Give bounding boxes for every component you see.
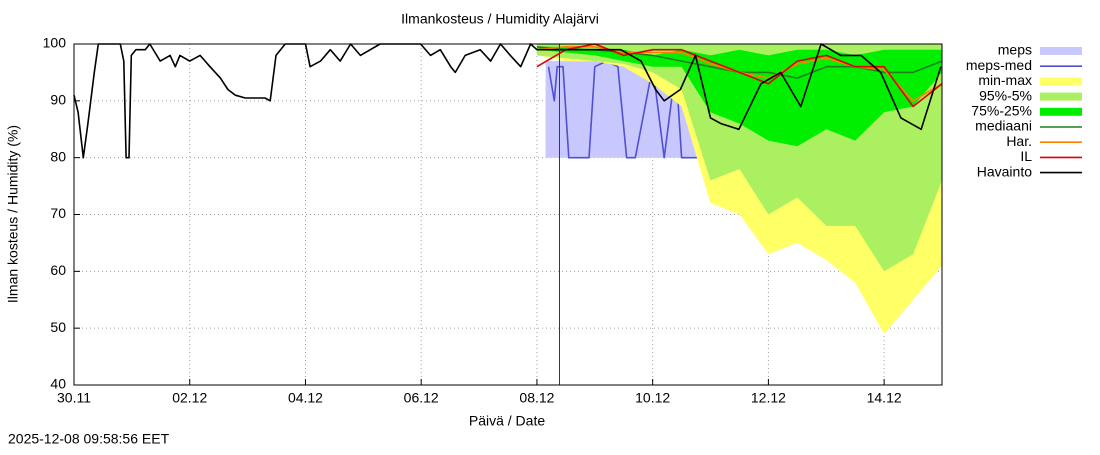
legend-label: 95%-5% [979,87,1032,103]
x-tick-label: 06.12 [404,390,439,406]
legend-label: 75%-25% [971,103,1032,119]
y-tick-label: 40 [50,376,66,392]
legend-swatch [1040,47,1082,55]
legend-label: meps [998,42,1032,58]
x-tick-label: 14.12 [867,390,902,406]
legend-swatch [1040,77,1082,86]
x-tick-label: 10.12 [635,390,670,406]
x-tick-label: 08.12 [519,390,554,406]
legend-label: meps-med [966,57,1032,73]
y-tick-label: 80 [50,148,66,164]
chart-title: Ilmankosteus / Humidity Alajärvi [401,11,599,27]
footer: 2025-12-08 09:58:56 EET [8,431,170,447]
x-tick-label: 02.12 [172,390,207,406]
legend-label: mediaani [975,118,1032,134]
x-axis-label: Päivä / Date [469,413,545,429]
x-tick-label: 30.11 [57,390,91,406]
y-axis-label: Ilman kosteus / Humidity (%) [5,125,21,303]
y-tick-label: 100 [43,35,67,51]
legend-label: Havainto [977,163,1032,179]
legend-swatch [1040,107,1082,116]
y-tick-label: 90 [50,92,66,108]
y-tick-label: 50 [50,319,66,335]
legend-label: Har. [1006,133,1032,149]
band-area [536,46,942,147]
x-tick-label: 04.12 [288,390,323,406]
legend-label: IL [1020,148,1032,164]
legend-label: min-max [978,72,1032,88]
y-tick-label: 70 [50,205,66,221]
x-tick-label: 12.12 [751,390,786,406]
plot-frame [73,43,943,386]
legend-swatch [1040,92,1082,101]
y-tick-label: 60 [50,262,66,278]
